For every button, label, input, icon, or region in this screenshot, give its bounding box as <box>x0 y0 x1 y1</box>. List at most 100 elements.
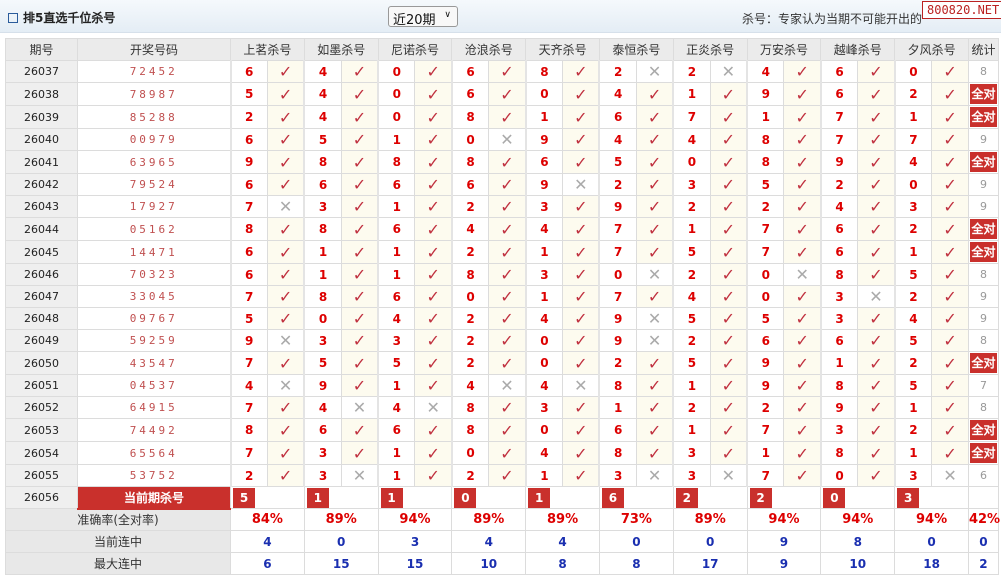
kill-number-cell: 2 <box>819 173 859 196</box>
summary-value: 15 <box>377 552 453 575</box>
check-icon: ✓ <box>340 374 379 397</box>
kill-number-cell: 4 <box>524 307 564 330</box>
issue-cell: 26042 <box>5 173 78 196</box>
kill-number-cell: 4 <box>303 105 342 129</box>
kill-number-cell: 1 <box>524 105 564 129</box>
check-icon: ✓ <box>931 105 969 129</box>
cross-icon: ✕ <box>488 128 527 151</box>
check-icon: ✓ <box>562 240 600 264</box>
check-icon: ✓ <box>783 396 822 419</box>
kill-number-cell: 9 <box>819 396 859 419</box>
kill-number-cell: 4 <box>524 441 564 465</box>
kill-number-cell: 9 <box>746 82 785 106</box>
draw-number-cell: 74492 <box>77 418 231 442</box>
check-icon: ✓ <box>488 285 527 308</box>
table-row: 26047 33045 7 ✓ 8 ✓ 6 ✓ 0 ✓ 1 ✓ 7 ✓ 4 ✓ 0 ✓ 3 ✕ 2 ✓ 9 <box>5 285 999 308</box>
kill-number-cell: 4 <box>303 396 342 419</box>
check-icon: ✓ <box>857 105 896 129</box>
kill-number-cell: 1 <box>893 240 933 264</box>
col-expert: 越峰杀号 <box>820 38 896 61</box>
summary-value: 10 <box>820 552 896 575</box>
check-icon: ✓ <box>266 441 305 465</box>
check-icon: ✓ <box>709 217 748 241</box>
current-kill-badge: 1 <box>528 487 551 508</box>
chevron-down-icon: ∨ <box>444 10 451 20</box>
issue-cell: 26050 <box>5 351 78 375</box>
kill-number-cell: 2 <box>672 60 711 83</box>
kill-number-cell: 0 <box>524 329 564 352</box>
kill-number-cell: 1 <box>377 240 416 264</box>
kill-number-cell: 6 <box>229 263 268 286</box>
kill-number-cell: 1 <box>746 105 785 129</box>
kill-number-cell: 0 <box>377 82 416 106</box>
summary-stat: 42% <box>967 508 1000 531</box>
kill-number-cell: 7 <box>229 441 268 465</box>
check-icon: ✓ <box>562 217 600 241</box>
kill-number-cell: 3 <box>819 285 859 308</box>
table-row: 26048 09767 5 ✓ 0 ✓ 4 ✓ 2 ✓ 4 ✓ 9 ✕ 5 ✓ 5 ✓ 3 ✓ 4 ✓ 9 <box>5 307 999 330</box>
current-kill-cell: 3 <box>894 486 969 509</box>
col-stat: 统计 <box>967 38 999 61</box>
check-icon: ✓ <box>414 263 453 286</box>
check-icon: ✓ <box>488 418 527 442</box>
check-icon: ✓ <box>709 82 748 106</box>
title-bar: 排5直选千位杀号 近20期 ∨ 杀号：专家认为当期不可能开出的 800820.NE… <box>0 0 1001 33</box>
check-icon: ✓ <box>562 418 600 442</box>
kill-number-cell: 8 <box>746 150 785 174</box>
check-icon: ✓ <box>488 82 527 106</box>
check-icon: ✓ <box>635 195 674 218</box>
kill-number-cell: 0 <box>893 173 933 196</box>
kill-number-cell: 1 <box>746 441 785 465</box>
kill-number-cell: 2 <box>450 464 490 487</box>
kill-number-cell: 7 <box>229 285 268 308</box>
kill-number-cell: 8 <box>450 418 490 442</box>
check-icon: ✓ <box>414 82 453 106</box>
kill-number-cell: 2 <box>672 195 711 218</box>
summary-stat: 2 <box>967 552 999 575</box>
kill-number-cell: 9 <box>229 329 268 352</box>
check-icon: ✓ <box>488 60 527 83</box>
kill-number-cell: 4 <box>377 396 416 419</box>
check-icon: ✓ <box>635 240 674 264</box>
watermark: 800820.NET <box>922 1 1001 19</box>
kill-number-cell: 0 <box>450 128 490 151</box>
summary-value: 18 <box>894 552 969 575</box>
summary-value: 17 <box>672 552 748 575</box>
kill-number-cell: 0 <box>746 285 785 308</box>
check-icon: ✓ <box>783 105 822 129</box>
summary-value: 94% <box>820 508 896 531</box>
kill-number-cell: 7 <box>229 351 268 375</box>
draw-number-cell: 53752 <box>77 464 231 487</box>
stat-cell: 全对 <box>967 82 999 106</box>
kill-number-cell: 2 <box>893 285 933 308</box>
kill-number-cell: 4 <box>524 374 564 397</box>
check-icon: ✓ <box>266 263 305 286</box>
kill-number-cell: 3 <box>303 195 342 218</box>
check-icon: ✓ <box>635 374 674 397</box>
check-icon: ✓ <box>931 173 969 196</box>
kill-number-cell: 6 <box>819 82 859 106</box>
check-icon: ✓ <box>488 195 527 218</box>
check-icon: ✓ <box>931 307 969 330</box>
kill-number-cell: 8 <box>303 150 342 174</box>
period-select[interactable]: 近20期 ∨ <box>388 6 458 28</box>
issue-cell: 26038 <box>5 82 78 106</box>
check-icon: ✓ <box>414 441 453 465</box>
issue-cell: 26039 <box>5 105 78 129</box>
current-kill-badge: 2 <box>749 487 772 508</box>
issue-cell: 26037 <box>5 60 78 83</box>
draw-number-cell: 33045 <box>77 285 231 308</box>
table-row: 26039 85288 2 ✓ 4 ✓ 0 ✓ 8 ✓ 1 ✓ 6 ✓ 7 ✓ 1 ✓ 7 ✓ 1 ✓ 全对 <box>5 105 999 129</box>
check-icon: ✓ <box>414 150 453 174</box>
summary-value: 8 <box>525 552 600 575</box>
all-correct-badge: 全对 <box>969 353 997 373</box>
check-icon: ✓ <box>266 128 305 151</box>
current-kill-cell: 6 <box>598 486 674 509</box>
draw-number-cell: 65564 <box>77 441 231 465</box>
draw-number-cell: 00979 <box>77 128 231 151</box>
issue-cell: 26055 <box>5 464 78 487</box>
cross-icon: ✕ <box>635 329 674 352</box>
check-icon: ✓ <box>931 217 969 241</box>
kill-number-cell: 1 <box>377 128 416 151</box>
check-icon: ✓ <box>488 351 527 375</box>
